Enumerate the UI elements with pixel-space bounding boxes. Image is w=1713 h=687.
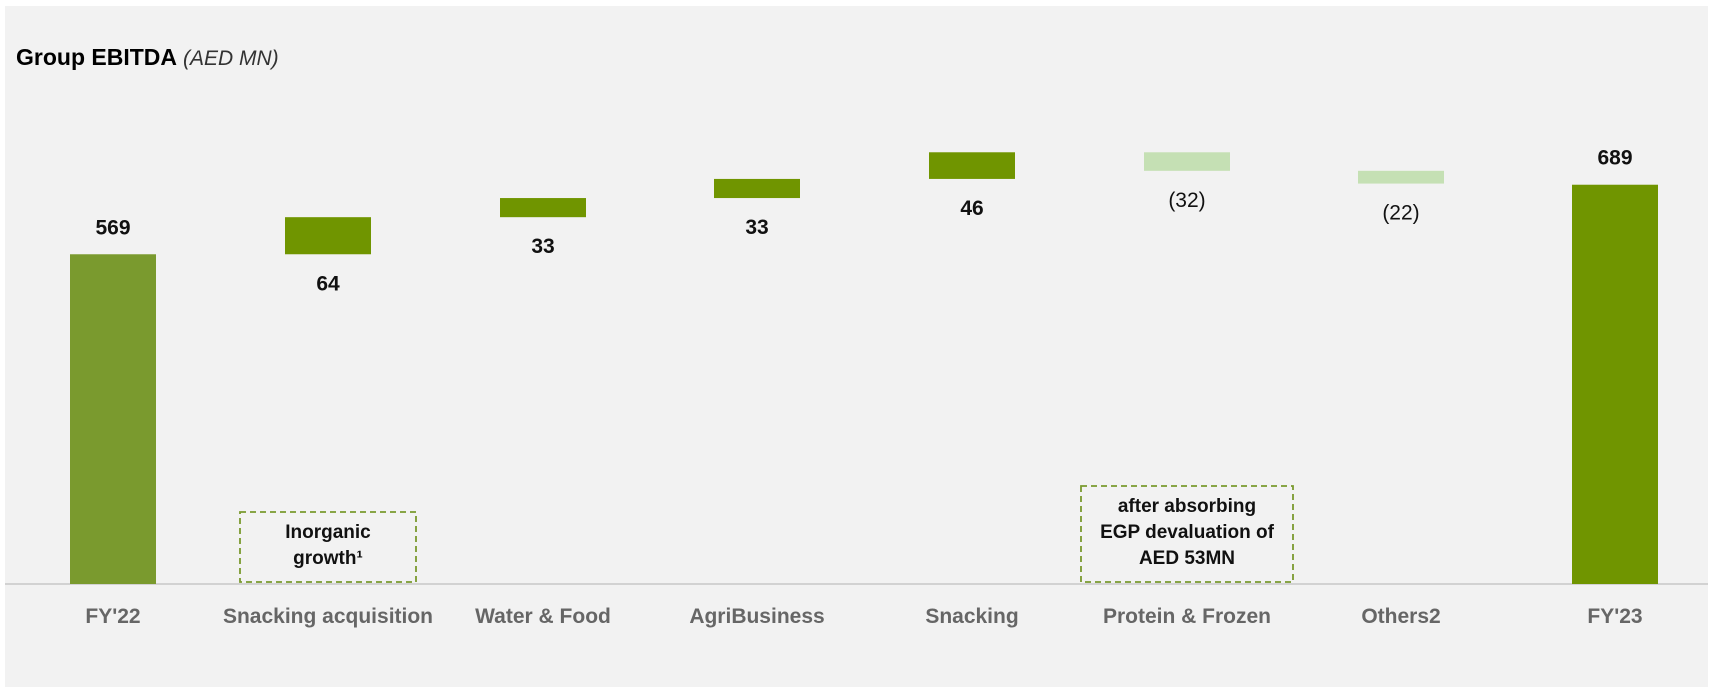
annotation-text: growth¹ [293, 548, 363, 569]
bar-value-label: 689 [1597, 147, 1632, 170]
bar-value-label: 46 [960, 197, 983, 220]
chart-title: Group EBITDA (AED MN) [16, 44, 279, 71]
waterfall-bar [285, 217, 371, 255]
waterfall-bar [929, 152, 1015, 179]
annotation-text: EGP devaluation of [1100, 522, 1275, 543]
category-label: Snacking [925, 605, 1018, 628]
bar-value-label: (22) [1382, 202, 1419, 225]
category-label: AgriBusiness [689, 605, 824, 628]
category-label: Snacking acquisition [223, 605, 433, 628]
category-label: Others2 [1361, 605, 1440, 628]
category-label: Water & Food [475, 605, 611, 628]
waterfall-bar [714, 178, 800, 199]
bar-value-label: 569 [95, 216, 130, 239]
waterfall-bar [70, 254, 156, 584]
annotation-text: after absorbing [1118, 496, 1256, 517]
waterfall-bar [1358, 170, 1444, 184]
bar-value-label: (32) [1168, 189, 1205, 212]
category-label: Protein & Frozen [1103, 605, 1271, 628]
bar-value-label: 33 [745, 216, 768, 239]
chart-title-unit: (AED MN) [183, 47, 279, 70]
annotation-text: Inorganic [285, 522, 371, 543]
chart-panel [5, 6, 1708, 687]
waterfall-bar [500, 198, 586, 218]
chart-title-text: Group EBITDA [16, 44, 177, 70]
category-label: FY'22 [85, 605, 140, 628]
annotation-box [239, 511, 417, 583]
waterfall-bar [1144, 152, 1230, 171]
bar-value-label: 64 [316, 272, 340, 295]
category-label: FY'23 [1587, 605, 1642, 628]
bar-value-label: 33 [531, 235, 554, 258]
waterfall-bar [1572, 184, 1658, 585]
annotation-text: AED 53MN [1139, 548, 1235, 569]
annotation-box [1080, 485, 1294, 583]
